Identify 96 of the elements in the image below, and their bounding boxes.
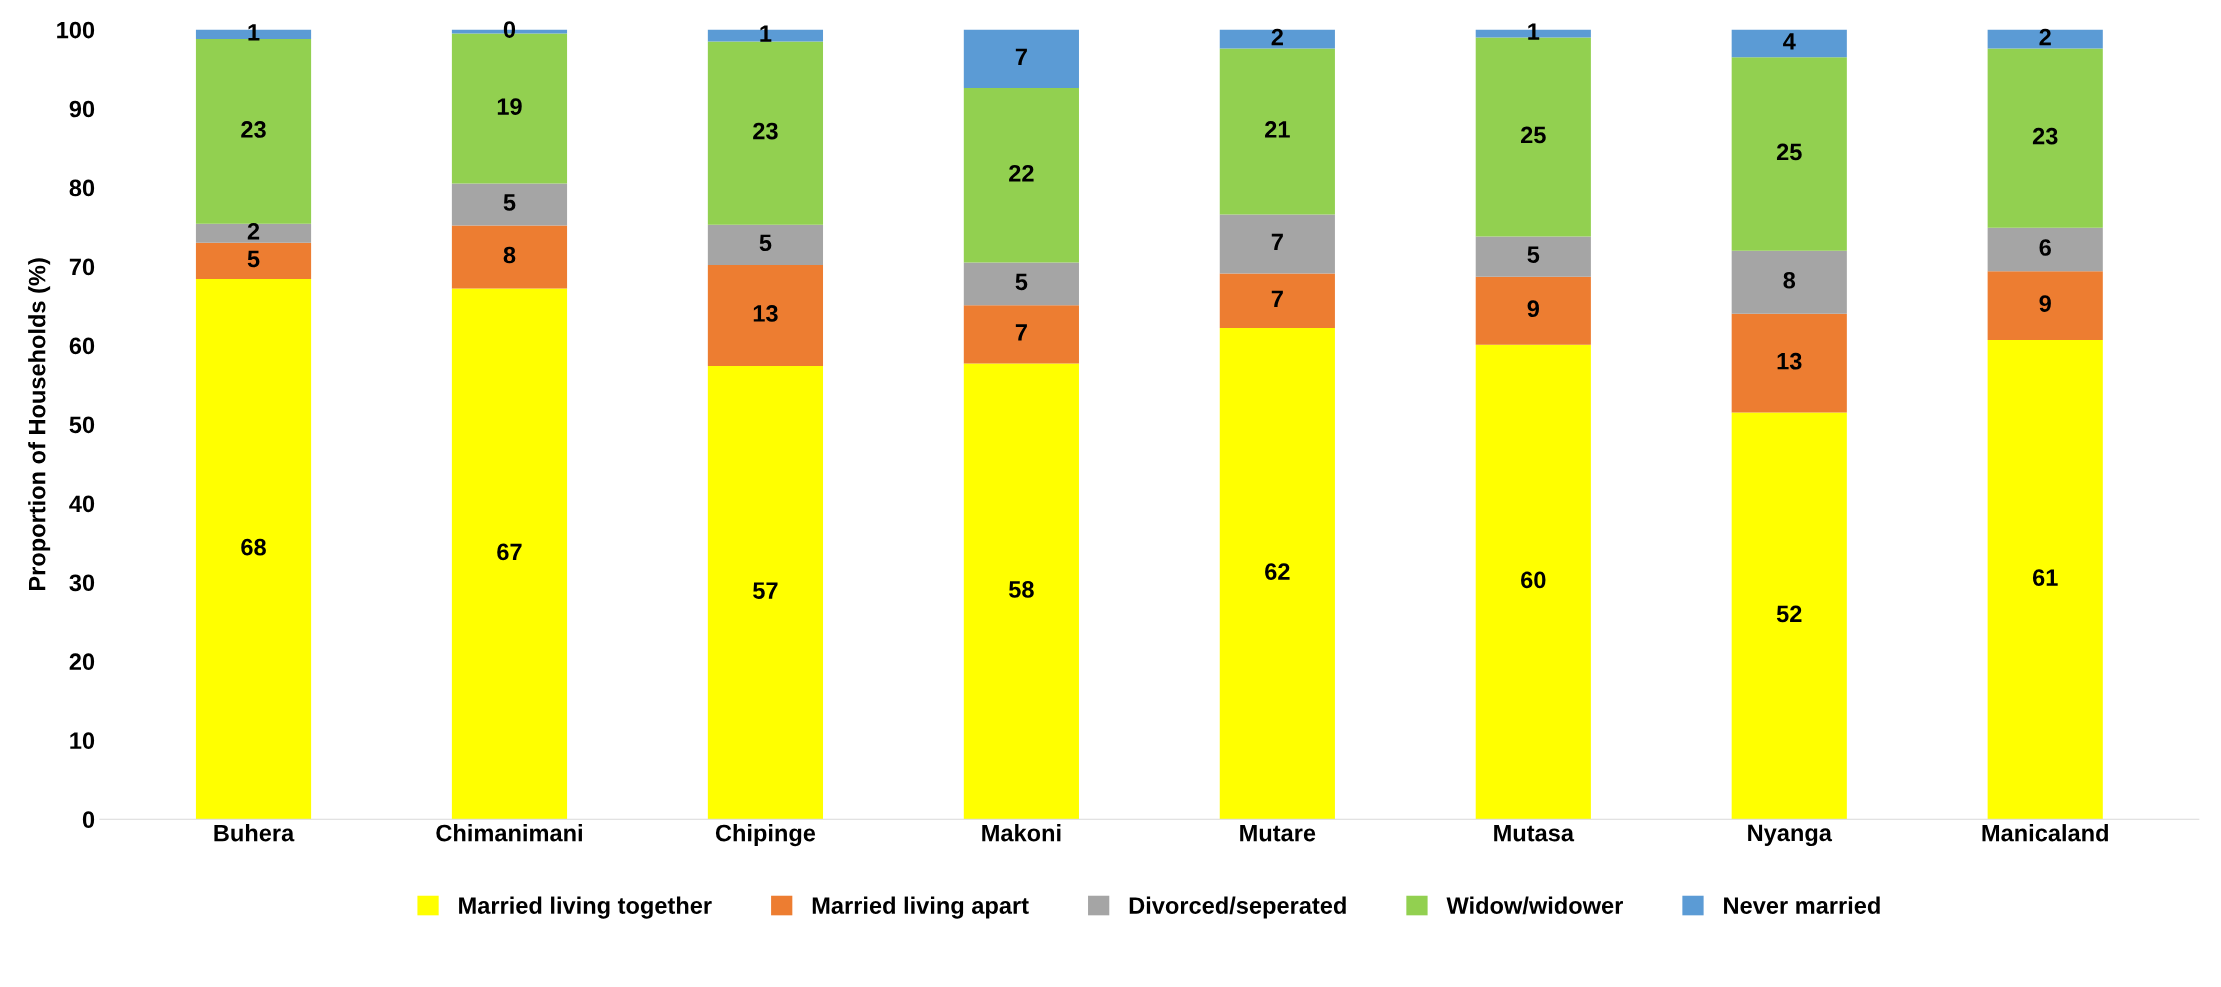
bar xyxy=(963,305,1079,364)
bar xyxy=(195,242,312,280)
y-tick-label: 60 xyxy=(69,337,95,355)
y-tick-label: 100 xyxy=(57,21,95,39)
bar xyxy=(1219,48,1335,215)
data-label: 9 xyxy=(1527,300,1539,318)
y-tick-label: 40 xyxy=(69,495,95,513)
x-tick-label: Makoni xyxy=(982,824,1061,842)
y-tick-label: 70 xyxy=(69,258,95,276)
data-label: 52 xyxy=(1776,605,1802,623)
data-label: 23 xyxy=(241,121,266,138)
bar xyxy=(1987,227,2103,272)
bar xyxy=(195,223,312,243)
y-tick-label: 80 xyxy=(69,179,95,197)
legend-label: Married living apart xyxy=(812,896,1029,919)
data-label: 1 xyxy=(760,25,772,42)
bar xyxy=(963,363,1079,820)
legend-label: Divorced/seperated xyxy=(1129,896,1346,919)
x-tick-label: Chimanimani xyxy=(436,824,582,842)
y-tick-label: 50 xyxy=(69,416,95,434)
y-tick-label: 30 xyxy=(69,574,95,592)
data-label: 5 xyxy=(1527,246,1540,263)
data-label: 61 xyxy=(2032,569,2058,586)
data-label: 6 xyxy=(2039,239,2051,256)
y-tick-label: 90 xyxy=(69,100,95,118)
bar xyxy=(1731,57,1847,251)
bar xyxy=(963,29,1079,89)
bar xyxy=(1731,412,1847,820)
bar xyxy=(1219,29,1335,49)
data-label: 5 xyxy=(1015,273,1028,291)
data-label: 67 xyxy=(497,543,522,561)
data-label: 2 xyxy=(1271,28,1283,46)
legend-label: Widow/widower xyxy=(1446,896,1623,915)
data-label: 23 xyxy=(2032,127,2058,145)
bar xyxy=(1987,339,2103,820)
x-tick-label: Nyanga xyxy=(1748,824,1833,847)
data-label: 7 xyxy=(1015,324,1027,341)
bar xyxy=(1219,214,1335,274)
data-label: 9 xyxy=(2039,295,2051,312)
bar xyxy=(451,288,568,820)
bar xyxy=(451,183,568,226)
bar xyxy=(707,365,824,820)
data-label: 23 xyxy=(753,122,778,140)
y-tick-label: 0 xyxy=(82,811,95,828)
data-label: 57 xyxy=(753,582,778,599)
bar xyxy=(1475,276,1591,345)
data-label: 60 xyxy=(1521,571,1546,589)
x-tick-label: Mutare xyxy=(1240,824,1316,842)
data-label: 2 xyxy=(247,222,260,240)
bar xyxy=(195,279,312,820)
y-tick-label: 20 xyxy=(69,653,95,671)
data-label: 7 xyxy=(1271,290,1283,307)
data-label: 58 xyxy=(1008,581,1034,598)
bar xyxy=(707,264,824,366)
data-label: 2 xyxy=(2039,28,2051,46)
bar xyxy=(1731,29,1847,58)
data-label: 68 xyxy=(241,538,266,556)
x-tick-label: Manicaland xyxy=(1982,824,2108,842)
bar xyxy=(1731,313,1847,413)
x-tick-label: Chipinge xyxy=(715,824,816,847)
data-label: 8 xyxy=(1783,271,1796,289)
y-axis-title: Proportion of Households (%) xyxy=(28,258,51,591)
data-label: 5 xyxy=(247,250,260,268)
x-tick-label: Mutasa xyxy=(1494,824,1575,842)
bar xyxy=(707,224,824,265)
data-label: 13 xyxy=(1777,352,1802,370)
bar xyxy=(451,225,568,289)
bar xyxy=(1219,328,1335,820)
bar xyxy=(963,88,1079,263)
data-label: 5 xyxy=(503,194,516,211)
data-label: 13 xyxy=(753,305,778,322)
bar xyxy=(1731,250,1847,314)
data-label: 22 xyxy=(1009,164,1034,182)
bar xyxy=(1475,236,1591,277)
data-label: 25 xyxy=(1520,126,1546,144)
data-label: 62 xyxy=(1265,563,1290,580)
data-label: 21 xyxy=(1265,121,1290,138)
bar xyxy=(1987,29,2103,49)
data-label: 7 xyxy=(1271,233,1283,251)
bar xyxy=(1987,271,2103,340)
data-label: 4 xyxy=(1783,33,1796,50)
bar xyxy=(1987,48,2103,228)
y-tick-label: 10 xyxy=(70,732,95,750)
x-tick-label: Buhera xyxy=(214,824,295,842)
data-label: 19 xyxy=(497,98,522,115)
bar xyxy=(707,41,824,225)
data-label: 8 xyxy=(503,246,516,264)
data-label: 5 xyxy=(759,234,772,252)
legend-label: Never married xyxy=(1724,896,1880,914)
legend-label: Married living together xyxy=(459,896,712,919)
data-label: 25 xyxy=(1776,143,1802,161)
data-label: 7 xyxy=(1015,48,1027,65)
bar xyxy=(1219,273,1335,329)
bar xyxy=(1475,344,1591,820)
bar xyxy=(963,262,1079,306)
bar xyxy=(195,39,312,224)
